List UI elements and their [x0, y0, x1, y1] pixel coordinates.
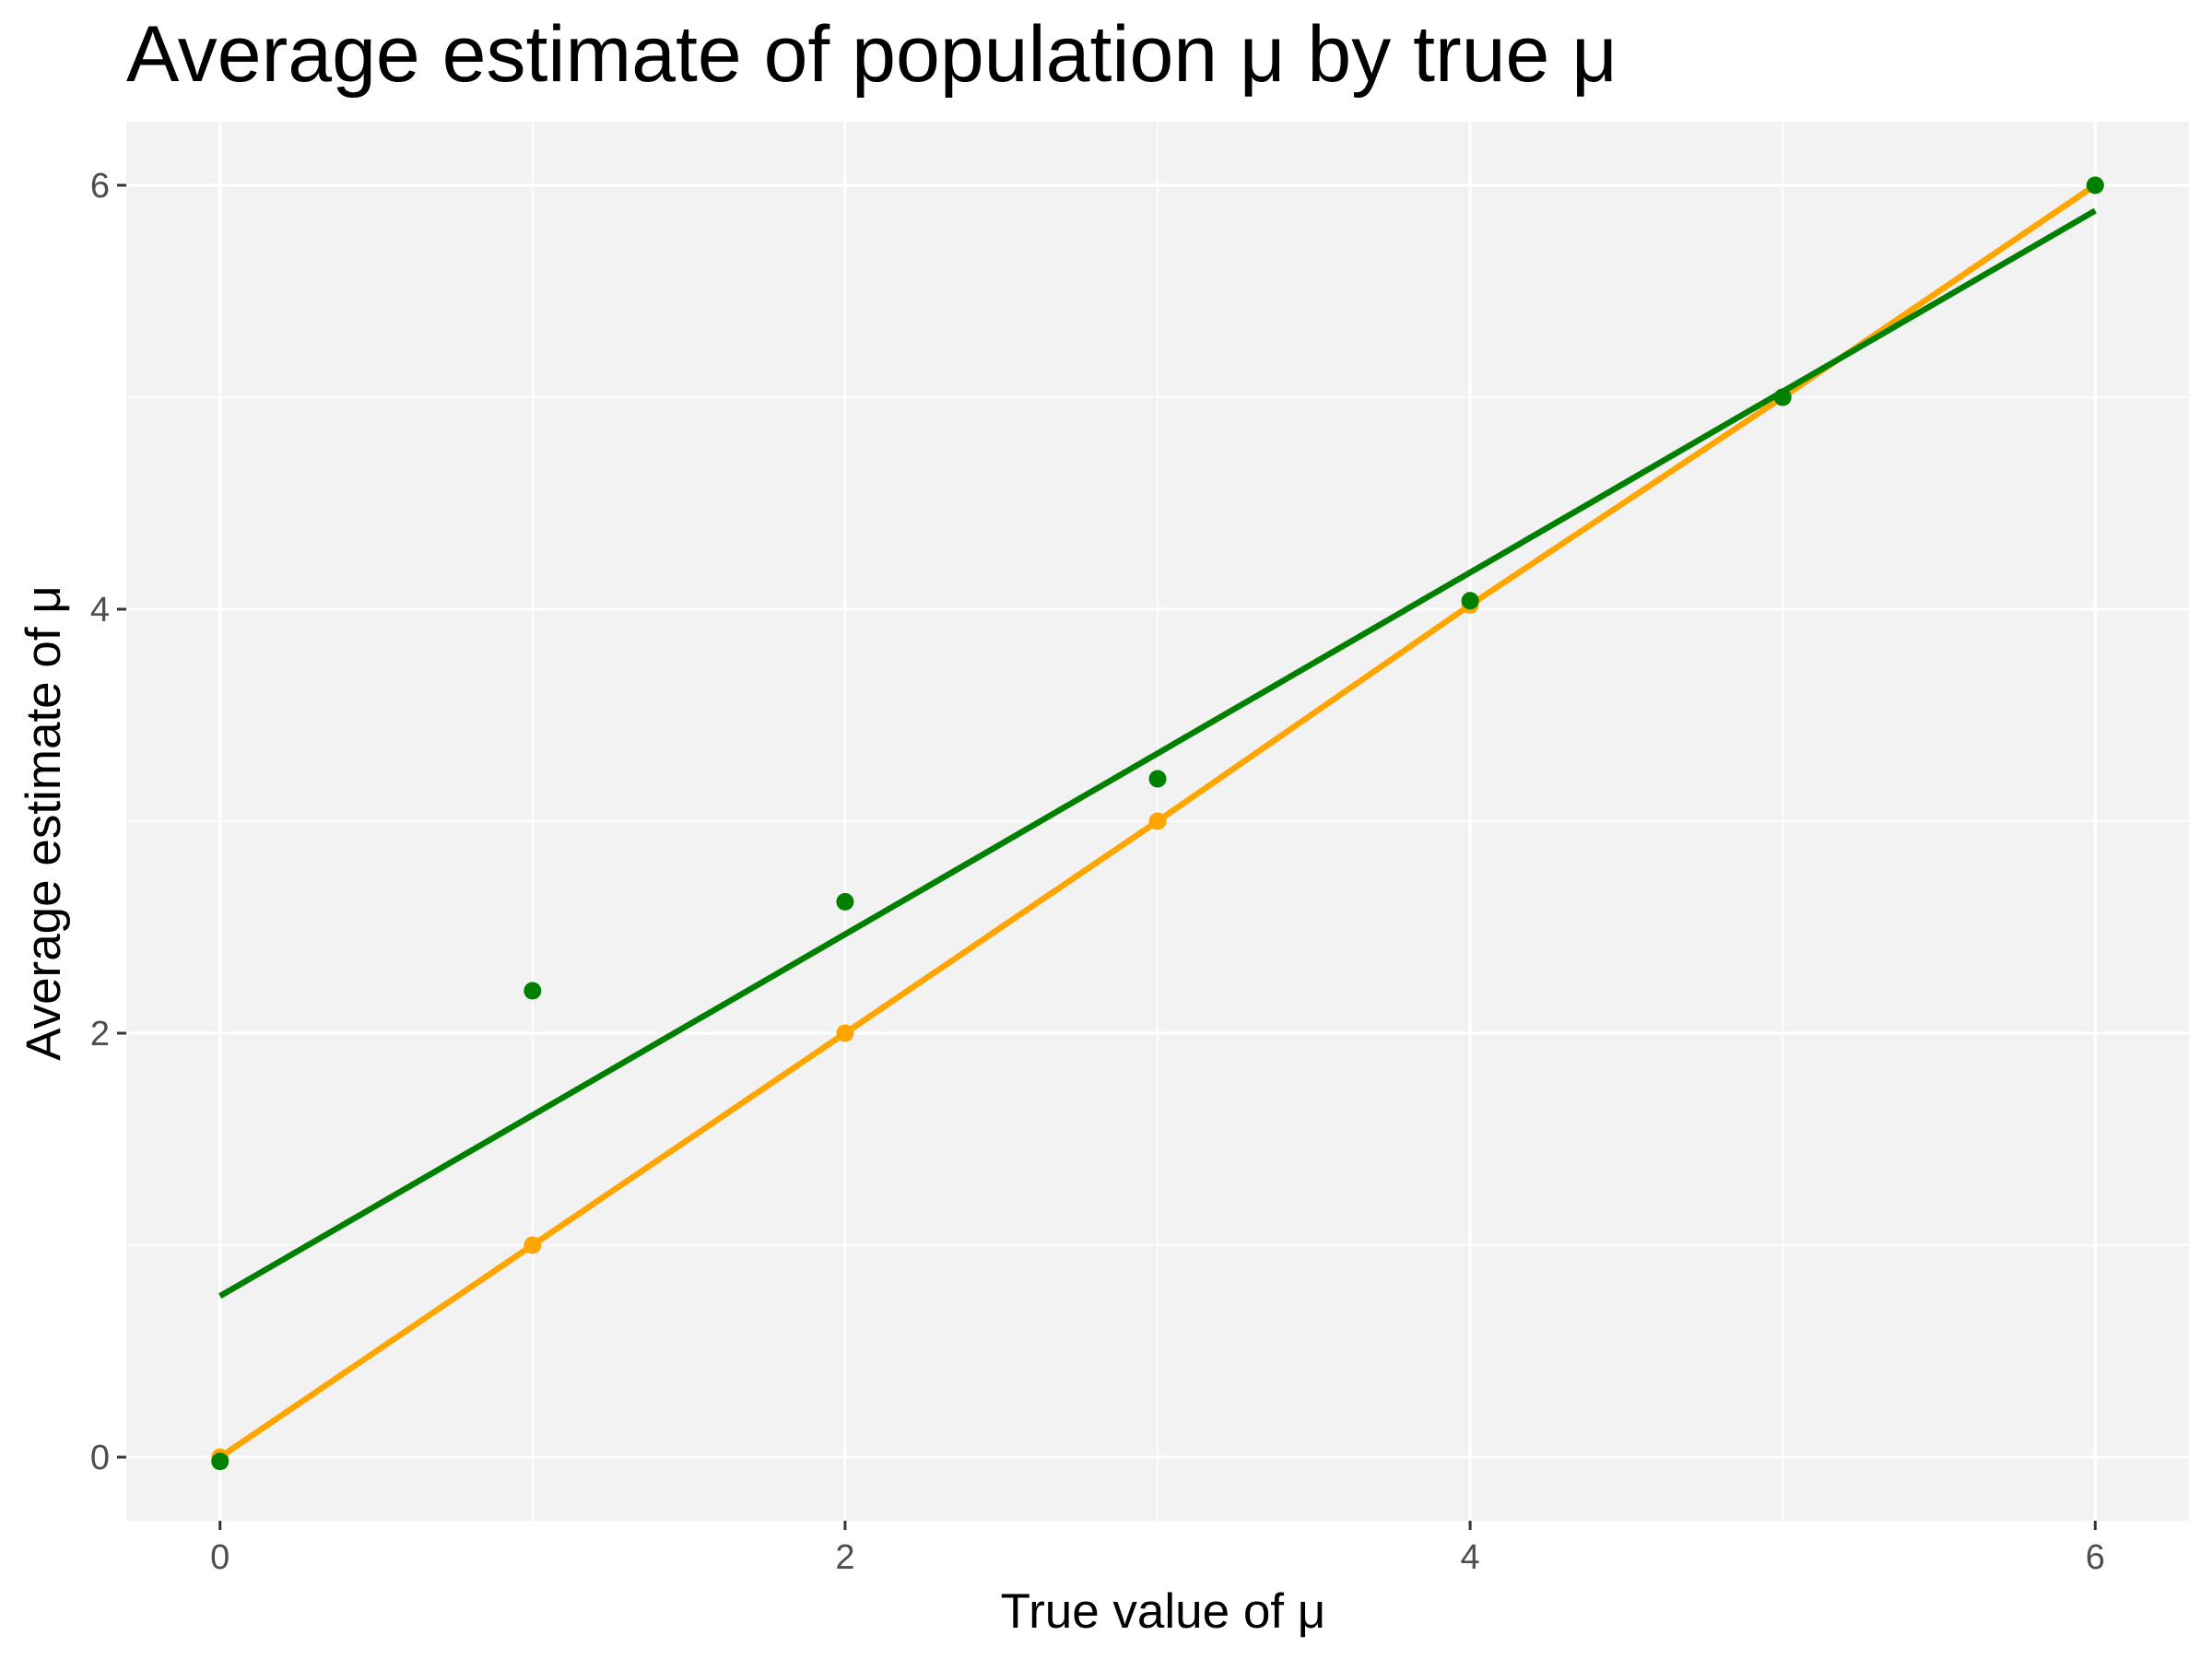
green-point — [2086, 176, 2104, 194]
y-tick-label: 2 — [90, 1015, 110, 1053]
x-tick-label: 2 — [835, 1538, 854, 1577]
y-tick-label: 6 — [90, 167, 110, 206]
green-point — [1461, 592, 1479, 610]
green-point — [211, 1453, 229, 1471]
y-tick-label: 0 — [90, 1439, 110, 1477]
y-axis-title: Average estimate of μ — [17, 585, 71, 1061]
orange-point — [524, 1236, 542, 1254]
axes: 0 2 4 6 0 2 4 6 — [90, 167, 2105, 1577]
green-point — [836, 892, 854, 911]
green-point — [1773, 388, 1792, 406]
orange-point — [1148, 812, 1167, 830]
green-point — [1148, 770, 1167, 788]
orange-point — [836, 1024, 854, 1042]
chart-title: Average estimate of population μ by true… — [126, 10, 1618, 99]
grid-lines — [126, 122, 2189, 1521]
y-tick-label: 4 — [90, 591, 110, 629]
x-axis-title: True value of μ — [1001, 1584, 1326, 1639]
data-series — [211, 176, 2104, 1471]
green-point — [524, 982, 542, 1000]
x-tick-label: 0 — [210, 1538, 229, 1577]
x-tick-label: 6 — [2086, 1538, 2105, 1577]
x-tick-label: 4 — [1461, 1538, 1480, 1577]
